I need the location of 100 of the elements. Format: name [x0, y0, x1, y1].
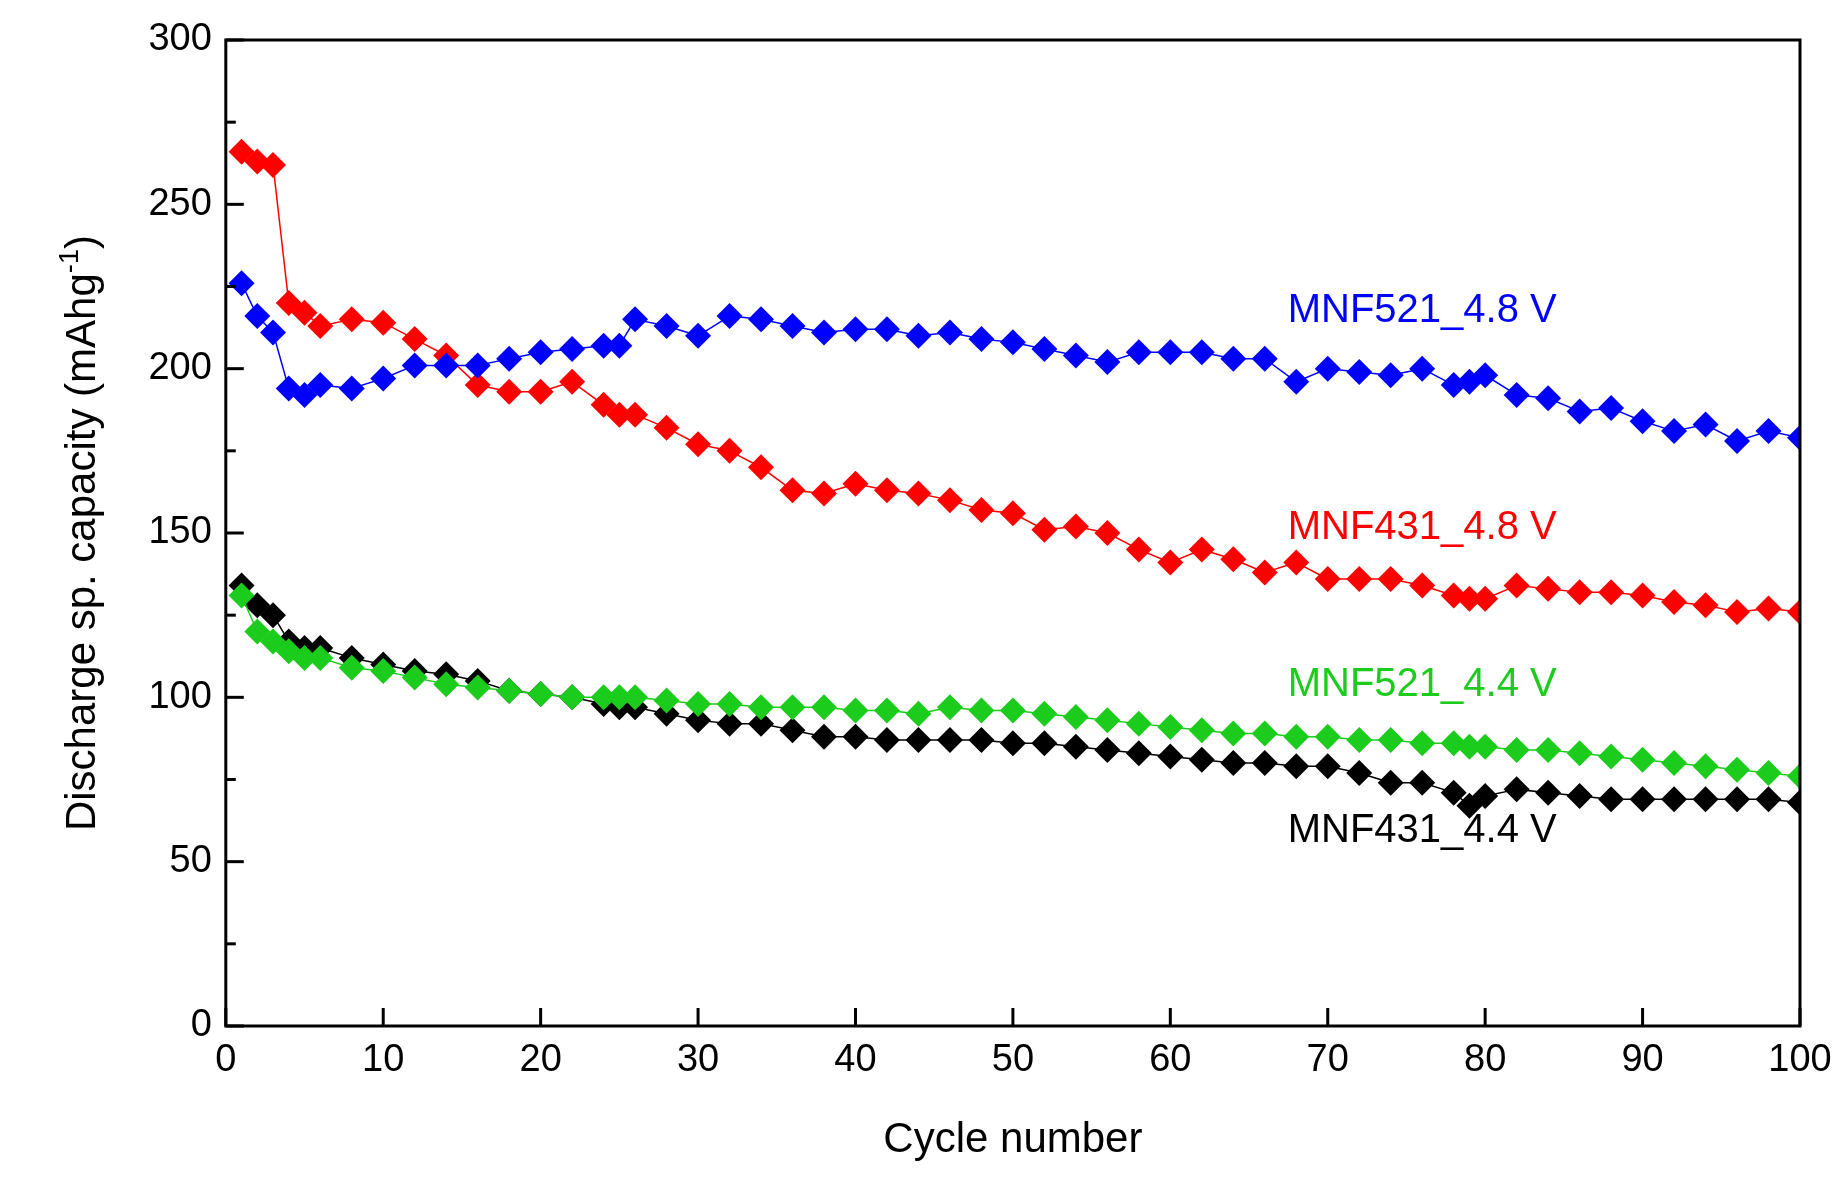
point — [1251, 559, 1278, 586]
point — [1188, 717, 1215, 744]
point — [275, 289, 302, 316]
point — [811, 723, 837, 750]
point — [968, 697, 995, 724]
point — [1031, 335, 1058, 362]
point — [1220, 546, 1247, 573]
point — [1314, 566, 1341, 593]
point — [1094, 520, 1121, 546]
point — [1535, 575, 1562, 602]
point — [1535, 779, 1562, 806]
point — [496, 345, 523, 372]
point — [685, 322, 712, 349]
point — [1629, 408, 1656, 435]
point — [1188, 746, 1215, 773]
point — [1503, 776, 1530, 803]
point — [401, 352, 428, 379]
point — [559, 368, 586, 395]
point — [1409, 572, 1436, 599]
point — [496, 378, 523, 405]
point — [842, 723, 869, 750]
point — [1755, 759, 1782, 786]
point — [936, 727, 963, 754]
series-label: MNF521_4.4 V — [1287, 660, 1558, 705]
point — [1377, 566, 1404, 593]
point — [1692, 592, 1719, 619]
point — [873, 477, 900, 504]
point — [1377, 769, 1404, 796]
y-tick-label: 150 — [148, 509, 212, 552]
y-tick-label: 100 — [148, 673, 212, 716]
point — [1661, 786, 1688, 813]
point — [1724, 427, 1751, 454]
point — [1377, 362, 1404, 389]
point — [1692, 411, 1719, 438]
point — [1503, 381, 1530, 408]
point — [1755, 418, 1782, 445]
point — [779, 694, 806, 721]
x-tick-label: 30 — [676, 1037, 720, 1080]
point — [370, 309, 397, 336]
point — [1157, 549, 1184, 576]
point — [811, 319, 837, 346]
point — [1566, 398, 1593, 425]
point — [1125, 710, 1152, 737]
x-tick-label: 60 — [1149, 1037, 1192, 1080]
series-label: MNF521_4.8 V — [1287, 285, 1558, 330]
point — [873, 316, 900, 343]
point — [653, 687, 680, 714]
x-tick-label: 70 — [1306, 1037, 1349, 1080]
point — [1598, 395, 1625, 422]
point — [1440, 779, 1467, 806]
point — [307, 372, 334, 399]
point — [370, 658, 397, 685]
point — [1031, 730, 1058, 757]
y-tick-label: 50 — [169, 838, 212, 881]
point — [748, 694, 775, 721]
point — [1598, 743, 1625, 770]
point — [1125, 536, 1152, 563]
point — [1283, 723, 1310, 750]
point — [590, 391, 617, 418]
point — [1346, 727, 1373, 754]
point — [1535, 385, 1562, 412]
point — [1031, 700, 1058, 727]
point — [716, 690, 743, 717]
point — [1377, 727, 1404, 754]
point — [1661, 589, 1688, 616]
point — [228, 582, 255, 609]
point — [999, 500, 1026, 527]
point — [1314, 723, 1341, 750]
point — [1157, 339, 1184, 366]
point — [999, 329, 1026, 356]
point — [370, 365, 397, 392]
point — [260, 602, 287, 629]
point — [1629, 746, 1656, 773]
point — [244, 592, 271, 619]
point — [1472, 782, 1499, 809]
point — [1503, 572, 1530, 599]
point — [905, 480, 932, 507]
point — [291, 299, 318, 326]
point — [716, 303, 743, 330]
x-tick-label: 20 — [519, 1037, 562, 1080]
x-tick-label: 50 — [991, 1037, 1035, 1080]
y-axis-title: Discharge sp. capacity (mAhg-1) — [53, 234, 104, 832]
point — [291, 381, 318, 408]
point — [1535, 736, 1562, 763]
point — [905, 727, 932, 754]
point — [338, 306, 365, 333]
point — [1566, 782, 1593, 809]
point — [653, 312, 680, 339]
point — [999, 730, 1026, 757]
point — [1062, 733, 1089, 760]
point — [1125, 740, 1152, 767]
point — [464, 674, 491, 701]
point — [968, 727, 995, 754]
point — [1598, 579, 1625, 606]
point — [1503, 736, 1530, 763]
point — [1409, 355, 1436, 382]
point — [1629, 582, 1656, 609]
point — [527, 339, 554, 366]
point — [685, 690, 712, 717]
point — [873, 697, 900, 724]
